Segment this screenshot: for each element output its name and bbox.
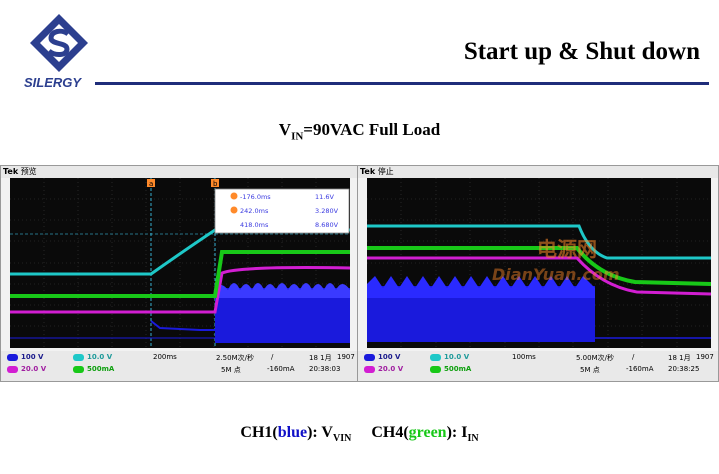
footer-time: 20:38:25 — [668, 365, 700, 373]
footer-ch2: 10.0 V — [444, 353, 470, 361]
footer-ch4: 500mA — [87, 365, 115, 373]
legend-ch4-prefix: CH4( — [371, 424, 409, 441]
waveform-startup: -176.0ms 11.6V 242.0ms 3.280V 418.0ms 8.… — [10, 178, 350, 348]
footer-year: 1907 — [337, 353, 355, 361]
footer-ch2: 10.0 V — [87, 353, 113, 361]
footer-ch3: 20.0 V — [378, 365, 404, 373]
legend-ch1-sub: VIN — [332, 433, 352, 445]
scope-startup: Tek 预览 -176.0ms 11.6V 242.0ms 3.280V — [0, 165, 358, 382]
legend-ch4-color: green — [408, 424, 447, 441]
channel-legend: CH1(blue): VVIN CH4(green): IIN — [0, 424, 719, 444]
footer-points: 5M 点 — [221, 366, 241, 374]
footer-ch1: 100 V — [378, 353, 401, 361]
title-rule — [95, 82, 709, 85]
readout-a-val: 11.6V — [315, 193, 334, 201]
legend-ch4-suffix: ): I — [446, 424, 468, 441]
footer-timebase: 200ms — [153, 353, 177, 361]
footer-year: 1907 — [696, 353, 714, 361]
footer-trig-level: -160mA — [626, 365, 654, 373]
scope-state: 预览 — [20, 167, 37, 176]
readout-delta-val: 8.680V — [315, 221, 339, 229]
scope-shutdown: Tek 停止 电源网 DianYuan.com 100 V 10.0 V 20.… — [357, 165, 719, 382]
footer-date: 18 1月 — [668, 354, 691, 362]
footer-trig: / — [271, 353, 274, 361]
page-title: Start up & Shut down — [463, 38, 700, 65]
readout-b-time: 242.0ms — [240, 207, 269, 215]
footer-ch1: 100 V — [21, 353, 44, 361]
legend-ch1-suffix: ): V — [307, 424, 333, 441]
legend-ch1-color: blue — [277, 424, 308, 441]
footer-points: 5M 点 — [580, 366, 600, 374]
footer-ch3: 20.0 V — [21, 365, 47, 373]
subtitle-sub: IN — [291, 130, 304, 143]
footer-trig: / — [632, 353, 635, 361]
footer-timebase: 100ms — [512, 353, 536, 361]
readout-b-val: 3.280V — [315, 207, 339, 215]
silergy-logo: SILERGY — [24, 14, 88, 90]
readout-a-time: -176.0ms — [240, 193, 271, 201]
subtitle-v: V — [278, 120, 292, 139]
footer-rate: 2.50M次/秒 — [216, 354, 254, 362]
scope-footer: 100 V 10.0 V 20.0 V 500mA 100ms 5.00M次/秒… — [358, 351, 718, 381]
scope-state: 停止 — [377, 167, 394, 176]
legend-ch1-prefix: CH1( — [240, 424, 278, 441]
watermark-url: DianYuan.com — [492, 265, 620, 284]
scope-footer: 100 V 10.0 V 20.0 V 500mA 200ms 2.50M次/秒… — [1, 351, 357, 381]
footer-trig-level: -160mA — [267, 365, 295, 373]
legend-ch4-sub: IN — [467, 433, 479, 445]
footer-date: 18 1月 — [309, 354, 332, 362]
subtitle: VIN=90VAC Full Load — [0, 120, 719, 142]
scope-header: Tek 停止 — [358, 166, 718, 178]
footer-time: 20:38:03 — [309, 365, 341, 373]
subtitle-rest: =90VAC Full Load — [303, 120, 441, 139]
scope-brand: Tek — [360, 167, 376, 176]
watermark-text: 电源网 — [537, 237, 597, 261]
cursor-b-label: b — [213, 180, 218, 188]
readout-delta: 418.0ms — [240, 221, 269, 229]
scope-brand: Tek — [3, 167, 19, 176]
footer-ch4: 500mA — [444, 365, 472, 373]
scope-header: Tek 预览 — [1, 166, 357, 178]
logo-text: SILERGY — [24, 75, 82, 90]
footer-rate: 5.00M次/秒 — [576, 354, 614, 362]
waveform-shutdown: 电源网 DianYuan.com — [367, 178, 711, 348]
cursor-a-label: a — [149, 180, 153, 188]
